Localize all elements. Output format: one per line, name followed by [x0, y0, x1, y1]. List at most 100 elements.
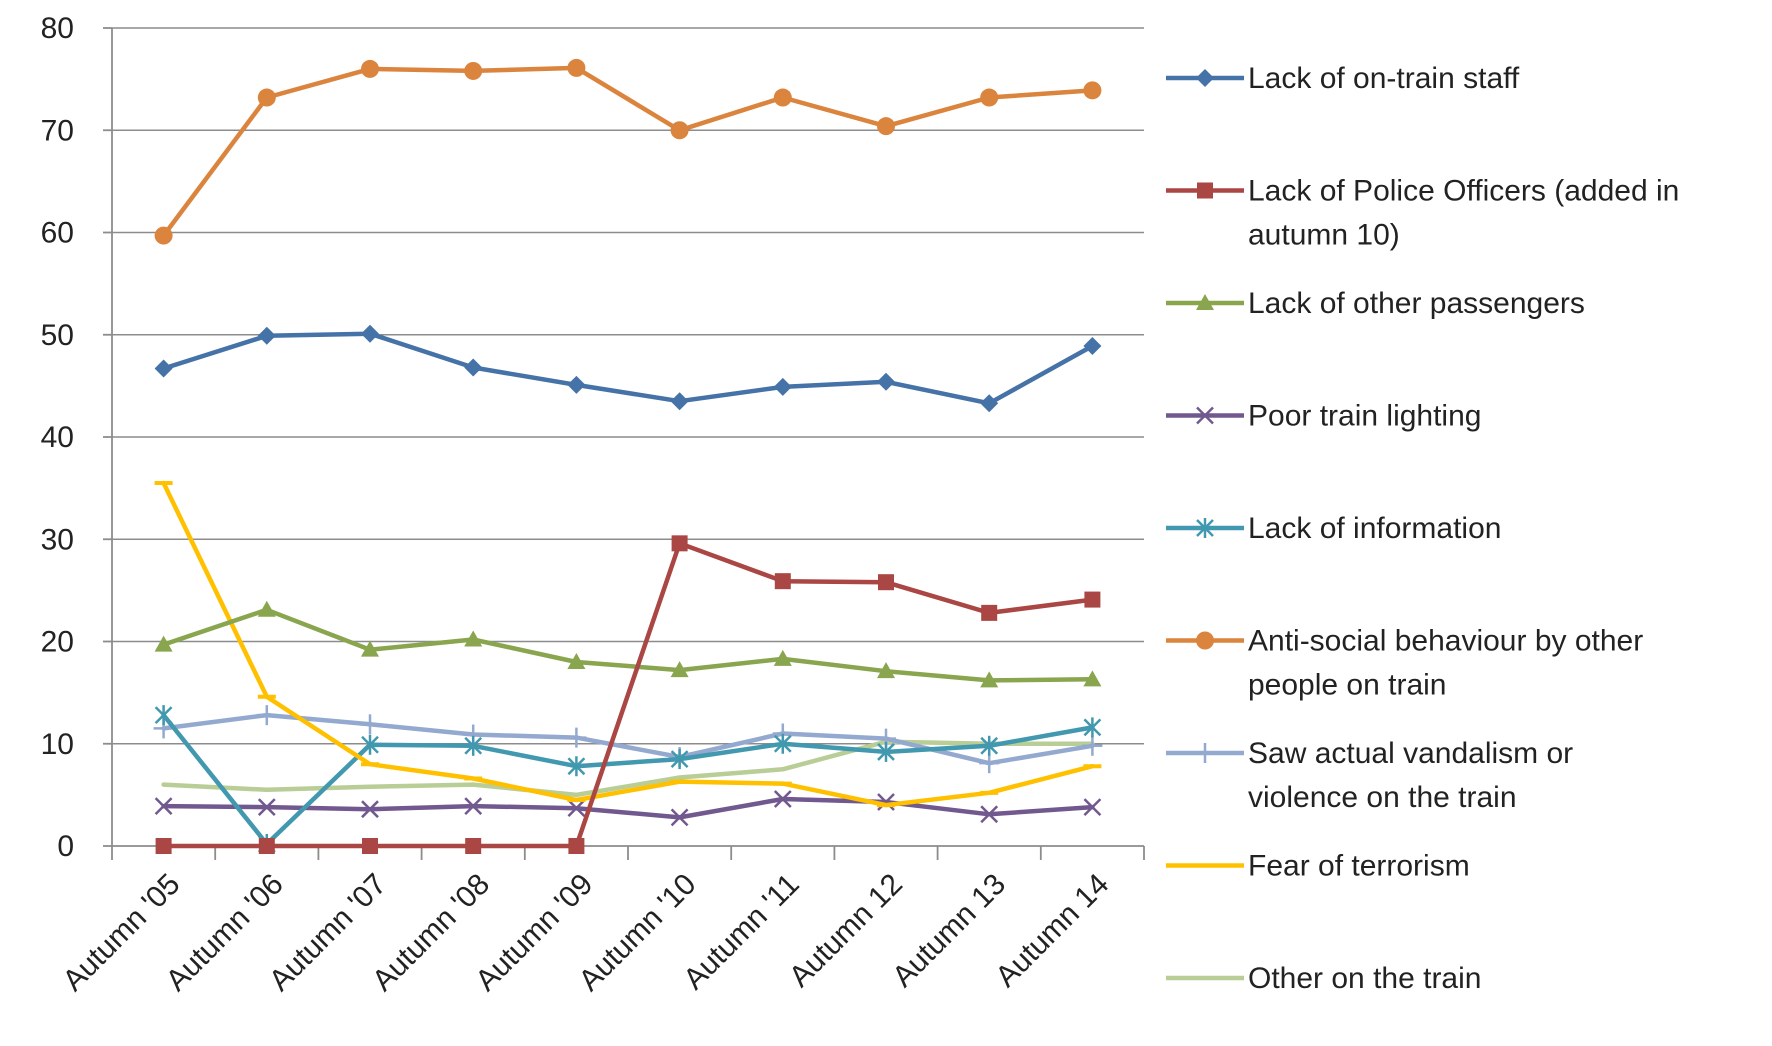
data-point-0-3	[464, 358, 483, 377]
data-point-1-1	[258, 838, 275, 854]
legend-label-1: Lack of Police Officers (added in	[1248, 175, 1679, 208]
data-point-5-2	[361, 59, 379, 78]
data-point-3-6	[773, 790, 792, 808]
series-line-0	[161, 331, 1095, 406]
data-point-3-9	[1083, 798, 1102, 817]
data-point-5-5	[670, 121, 689, 140]
data-point-3-3-stroke-b	[464, 797, 483, 816]
legend-marker-6	[1195, 743, 1215, 763]
data-point-5-7	[877, 117, 895, 136]
series-4	[154, 705, 1102, 854]
legend-marker-0	[1196, 69, 1214, 87]
y-tick-label: 0	[57, 830, 74, 863]
legend-item-6: Saw actual vandalism or violence on the t…	[1166, 737, 1573, 814]
legend-label-3: Poor train lighting	[1248, 400, 1481, 433]
data-point-6-2	[360, 714, 380, 735]
series-5	[154, 58, 1102, 245]
data-point-1-6	[774, 573, 791, 590]
data-point-3-5-stroke-b	[670, 808, 689, 827]
series-group	[153, 58, 1103, 854]
data-point-2-2	[361, 640, 379, 657]
data-point-3-2	[361, 800, 379, 819]
legend-item-3: Poor train lighting	[1166, 400, 1481, 433]
y-tick-label: 50	[41, 319, 74, 352]
data-point-1-8	[981, 604, 998, 621]
series-0	[154, 324, 1102, 413]
data-point-6-8	[979, 753, 1000, 774]
series-line-1	[161, 541, 1095, 849]
data-point-0-6	[773, 377, 792, 396]
data-point-4-6	[773, 733, 792, 754]
legend-label-6: violence on the train	[1248, 781, 1517, 814]
legend-item-5: Anti-social behaviour by other people on …	[1166, 625, 1643, 702]
legend-marker-1	[1197, 182, 1213, 199]
data-point-1-4	[568, 838, 585, 854]
legend-item-1: Lack of Police Officers (added in autumn …	[1166, 175, 1679, 252]
data-point-5-3	[464, 61, 483, 80]
axes	[103, 27, 1145, 860]
data-point-3-5	[670, 808, 689, 827]
legend-item-0: Lack of on-train staff	[1166, 62, 1520, 95]
data-point-3-7	[877, 793, 895, 811]
series-1	[155, 535, 1101, 854]
legend: Lack of on-train staff Lack of Police Off…	[1166, 62, 1679, 995]
y-tick-label: 40	[41, 421, 74, 454]
y-tick-label: 10	[41, 728, 74, 761]
data-point-0-7	[877, 372, 895, 391]
data-point-3-0-stroke-b	[154, 797, 173, 816]
data-point-2-6	[773, 649, 792, 666]
y-tick-label: 80	[41, 12, 74, 45]
series-line-4	[161, 712, 1095, 847]
data-point-4-5	[670, 749, 689, 770]
legend-marker-4	[1196, 518, 1214, 538]
data-point-4-9	[1083, 717, 1102, 738]
legend-label-6: Saw actual vandalism or	[1248, 737, 1573, 770]
legend-item-8: Other on the train	[1166, 962, 1481, 995]
series-line-2	[161, 607, 1095, 683]
data-point-0-2	[361, 324, 379, 343]
data-point-5-9	[1083, 81, 1102, 100]
legend-label-7: Fear of terrorism	[1248, 850, 1470, 883]
data-point-3-2-stroke-b	[361, 800, 379, 819]
gridlines	[112, 27, 1144, 745]
data-point-4-3	[464, 735, 483, 756]
data-point-3-7-stroke-b	[877, 793, 895, 811]
data-point-3-9-stroke-b	[1083, 798, 1102, 817]
data-point-3-1	[257, 798, 276, 817]
series-line-3	[161, 796, 1095, 820]
series-7	[154, 480, 1102, 808]
data-point-2-8	[980, 671, 999, 688]
y-tick-label: 60	[41, 217, 74, 250]
legend-label-2: Lack of other passengers	[1248, 287, 1585, 320]
series-2	[154, 600, 1102, 688]
data-point-4-0	[154, 705, 173, 726]
legend-item-7: Fear of terrorism	[1166, 850, 1470, 883]
data-point-0-5	[670, 392, 689, 411]
data-point-5-6	[773, 88, 792, 107]
data-point-5-8	[980, 88, 999, 107]
data-point-2-5	[670, 661, 689, 678]
data-point-0-9	[1083, 336, 1102, 355]
data-point-0-1	[257, 326, 276, 345]
y-tick-label: 70	[41, 114, 74, 147]
data-point-2-0	[154, 635, 173, 652]
data-point-6-9	[1082, 735, 1103, 756]
legend-label-0: Lack of on-train staff	[1248, 62, 1520, 95]
legend-marker-5	[1196, 631, 1214, 650]
series-line-5	[161, 65, 1095, 238]
legend-item-2: Lack of other passengers	[1166, 287, 1585, 320]
legend-label-1: autumn 10)	[1248, 219, 1400, 252]
y-axis-ticks: 0 10 20 30 40 50 60 70 80	[41, 12, 74, 863]
data-point-1-9	[1084, 591, 1101, 608]
data-point-1-2	[362, 838, 378, 854]
data-point-6-4	[566, 727, 587, 748]
y-tick-label: 30	[41, 523, 74, 556]
series-line-7	[161, 480, 1095, 808]
x-tick-label: Autumn 14	[989, 868, 1115, 994]
data-point-3-4	[567, 799, 586, 818]
legend-label-8: Other on the train	[1248, 962, 1481, 995]
data-point-5-4	[567, 58, 586, 77]
data-point-6-1	[256, 705, 277, 726]
legend-label-4: Lack of information	[1248, 512, 1501, 545]
